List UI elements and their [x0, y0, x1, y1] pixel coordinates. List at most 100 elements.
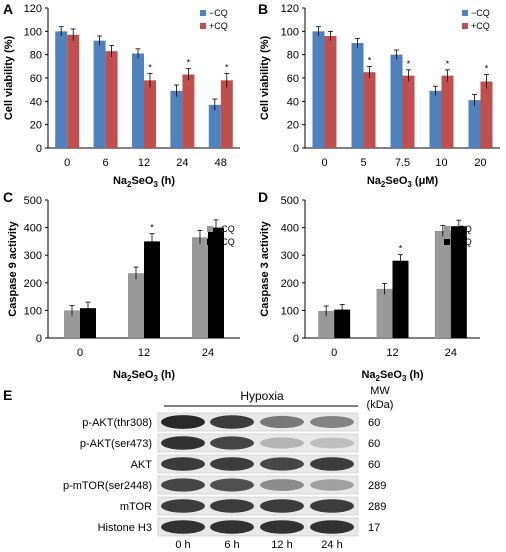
bar-plus-cq: [392, 260, 409, 338]
x-axis-title: Na2SeO3 (μM): [367, 175, 439, 189]
x-tick-label: 7.5: [395, 157, 410, 169]
x-tick-label: 20: [474, 157, 486, 169]
blot-row-mw: 17: [368, 522, 380, 534]
bar-plus-cq: [441, 75, 454, 148]
panel-letter-c: C: [3, 189, 13, 205]
blot-band: [260, 437, 304, 449]
blot-band: [310, 437, 354, 449]
bar-plus-cq: [402, 75, 415, 148]
y-axis-title: Cell viability (%): [3, 35, 15, 120]
blot-row-mw: 289: [368, 501, 386, 513]
x-axis-title-part: (μM): [412, 175, 439, 187]
significance-star: *: [399, 244, 403, 254]
blot-row-mw: 289: [368, 480, 386, 492]
bar-plus-cq: [80, 308, 96, 338]
bar-minus-cq: [55, 31, 68, 148]
x-axis-title-subscript: 3: [407, 180, 412, 189]
blot-row-mw: 60: [368, 417, 380, 429]
y-tick-label: 100: [281, 305, 299, 317]
blot-band: [310, 479, 354, 491]
bar-plus-cq: [182, 74, 195, 148]
blot-band: [260, 415, 304, 429]
blot-strip: [157, 496, 359, 516]
mw-header-unit: (kDa): [367, 399, 394, 411]
bar-minus-cq: [390, 54, 403, 148]
y-axis-title: Caspase 9 activity: [7, 220, 19, 316]
bar-minus-cq: [376, 288, 393, 338]
blot-rows: p-AKT(thr308) 60 p-AKT(ser473) 60 AKT 60 p-mTO…: [63, 412, 386, 537]
legend-swatch: [462, 23, 468, 29]
x-tick-label: 24: [176, 157, 188, 169]
x-tick-label: 0: [77, 347, 83, 359]
blot-row-mw: 60: [368, 459, 380, 471]
y-tick-label: 0: [36, 143, 42, 155]
bar-minus-cq: [128, 273, 144, 338]
blot-band: [310, 457, 354, 471]
x-tick-label: 12: [138, 157, 150, 169]
bar-minus-cq: [64, 310, 80, 338]
y-tick-label: 400: [281, 223, 299, 235]
blot-band: [260, 520, 304, 534]
x-axis-title-part: SeO: [131, 175, 153, 187]
legend-swatch: [200, 10, 206, 16]
x-tick-label: 0: [64, 157, 70, 169]
bar-plus-cq: [67, 34, 80, 149]
blot-strip: [157, 433, 359, 453]
y-axis-title: Caspase 3 activity: [259, 220, 271, 316]
bar-minus-cq: [312, 31, 325, 148]
x-tick-label: 24: [445, 347, 457, 359]
y-tick-label: 300: [281, 250, 299, 262]
y-tick-label: 0: [36, 333, 42, 345]
blot-strip: [157, 475, 359, 495]
blot-row-label: mTOR: [120, 501, 152, 513]
blot-band: [210, 478, 254, 492]
y-tick-label: 100: [24, 305, 42, 317]
y-axis-title: Cell viability (%): [259, 35, 271, 120]
panel-letter-a: A: [3, 1, 13, 17]
blot-band: [161, 499, 205, 513]
y-tick-label: 0: [293, 333, 299, 345]
significance-star: *: [368, 55, 372, 65]
x-axis-title-subscript: 2: [127, 374, 132, 383]
legend-swatch: [207, 226, 213, 232]
blot-band: [310, 520, 354, 534]
x-tick-label: 0: [331, 347, 337, 359]
x-axis-title-part: Na: [367, 175, 382, 187]
bar-minus-cq: [93, 40, 106, 148]
y-tick-label: 80: [30, 50, 42, 62]
blot-row-mw: 60: [368, 438, 380, 450]
blot-row-label: AKT: [131, 459, 153, 471]
blot-lane-label: 24 h: [321, 539, 342, 551]
blot-strip: [157, 454, 359, 474]
legend-label: −CQ: [453, 224, 472, 234]
bar-minus-cq: [429, 90, 442, 148]
bar-minus-cq: [192, 237, 208, 338]
y-tick-label: 500: [24, 195, 42, 207]
blot-lane-label: 12 h: [271, 539, 292, 551]
significance-star: *: [187, 58, 191, 68]
blot-band: [260, 499, 304, 513]
x-axis-title-part: (h): [158, 369, 175, 381]
blot-row-label: p-AKT(ser473): [80, 438, 152, 450]
x-axis-title-part: Na: [113, 175, 128, 187]
bar-minus-cq: [318, 310, 335, 338]
blot-band: [210, 499, 254, 513]
x-tick-label: 24: [202, 347, 214, 359]
x-tick-label: 10: [435, 157, 447, 169]
y-tick-label: 120: [24, 3, 42, 15]
significance-star: *: [148, 62, 152, 72]
x-tick-label: 12: [138, 347, 150, 359]
x-axis-title-subscript: 3: [153, 180, 158, 189]
x-axis-title-subscript: 3: [402, 374, 407, 383]
x-axis-title-part: (h): [406, 369, 423, 381]
blot-lane-label: 6 h: [224, 539, 239, 551]
y-tick-label: 100: [24, 26, 42, 38]
y-tick-label: 60: [287, 73, 299, 85]
blot-band: [260, 479, 304, 491]
legend-label: −CQ: [216, 224, 235, 234]
chart-panel-b: 0 20 40 60 80 100 120 Cell viability (%) 0 5 * 7.5 *…: [259, 3, 500, 189]
blot-band: [260, 457, 304, 471]
bar-plus-cq: [324, 36, 337, 148]
bar-minus-cq: [170, 90, 183, 148]
